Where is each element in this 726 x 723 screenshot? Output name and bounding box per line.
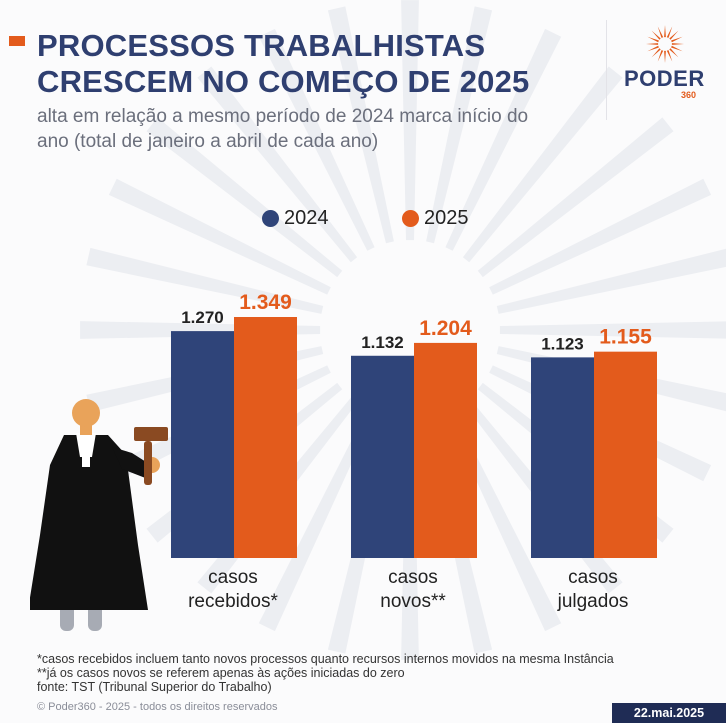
sunburst-ray <box>258 409 375 632</box>
logo-ray <box>671 43 684 45</box>
data-label-2024-0: 1.270 <box>181 308 224 327</box>
logo-ray <box>646 43 659 45</box>
sunburst-ray <box>489 178 712 295</box>
category-label-recebidos: casos recebidos* <box>143 566 323 614</box>
bar-2024-0 <box>171 331 234 558</box>
logo-ray <box>647 36 659 43</box>
logo-divider <box>606 20 607 120</box>
logo-brand: PODER <box>624 66 705 91</box>
sunburst-ray <box>462 66 623 263</box>
bar-2025-2 <box>594 351 657 558</box>
judge-illustration <box>30 399 168 631</box>
sunburst-ray <box>496 248 726 314</box>
logo-ray <box>647 45 659 52</box>
data-label-2025-0: 1.349 <box>239 291 292 314</box>
legend-swatch-2024 <box>262 210 279 227</box>
logo-ray <box>666 50 673 62</box>
footnote-1: *casos recebidos incluem tanto novos pro… <box>37 652 614 666</box>
data-label-2024-2: 1.123 <box>541 334 584 353</box>
sunburst-ray <box>197 66 358 263</box>
subtitle-line-2: ano (total de janeiro a abril de cada an… <box>37 131 379 152</box>
bar-2024-1 <box>351 355 414 558</box>
sunburst-ray <box>327 6 394 244</box>
sunburst-ray <box>499 321 726 339</box>
category-label-julgados: casos julgados <box>503 566 683 614</box>
source-note: fonte: TST (Tribunal Superior do Trabalh… <box>37 680 272 694</box>
sunburst-ray <box>426 6 493 244</box>
legend-label-2024: 2024 <box>284 207 329 229</box>
category-label-line: julgados <box>557 591 629 612</box>
logo-ray <box>671 45 683 52</box>
category-label-line: novos** <box>380 591 446 612</box>
page-title: PROCESSOS TRABALHISTAS CRESCEM NO COMEÇO… <box>37 28 597 100</box>
sunburst-ray <box>445 28 562 251</box>
subtitle-line-1: alta em relação a mesmo período de 2024 … <box>37 106 529 127</box>
legend-item-2024: 2024 <box>262 207 329 230</box>
sunburst-ray <box>146 117 343 278</box>
title-line-2: CRESCEM NO COMEÇO DE 2025 <box>37 64 530 99</box>
logo-ray <box>657 50 664 62</box>
category-label-line: casos <box>208 567 258 588</box>
logo-ray <box>651 30 661 40</box>
category-label-line: casos <box>568 567 618 588</box>
page-subtitle: alta em relação a mesmo período de 2024 … <box>37 104 597 154</box>
title-line-1: PROCESSOS TRABALHISTAS <box>37 28 486 63</box>
legend-label-2025: 2025 <box>424 207 469 229</box>
data-label-2025-2: 1.155 <box>599 326 652 349</box>
bar-2024-2 <box>531 357 594 558</box>
bar-2025-1 <box>414 342 477 558</box>
footnote-2: **já os casos novos se referem apenas às… <box>37 666 405 680</box>
sunburst-ray <box>258 28 375 251</box>
footnotes: *casos recebidos incluem tanto novos pro… <box>37 652 614 694</box>
logo-ray <box>664 50 666 63</box>
category-label-line: casos <box>388 567 438 588</box>
sunburst-ray <box>401 0 419 241</box>
legend-item-2025: 2025 <box>402 207 469 230</box>
logo-ray <box>664 25 666 38</box>
sunburst-ray <box>108 178 331 295</box>
logo-ray <box>669 30 679 40</box>
category-label-novos: casos novos** <box>323 566 503 614</box>
legend-swatch-2025 <box>402 210 419 227</box>
category-label-line: recebidos* <box>188 591 278 612</box>
logo-ray <box>671 36 683 43</box>
sunburst-ray <box>86 247 324 314</box>
title-accent-mark <box>9 36 25 46</box>
data-label-2025-1: 1.204 <box>419 317 472 340</box>
logo-ray <box>669 48 679 58</box>
logo-ray <box>666 26 673 38</box>
logo-ray <box>657 26 664 38</box>
logo-ray <box>651 48 661 58</box>
sun-logo-icon <box>646 25 684 63</box>
date-badge: 22.mai.2025 <box>612 703 726 723</box>
data-label-2024-1: 1.132 <box>361 333 404 352</box>
sunburst-ray <box>477 117 674 278</box>
bar-2025-0 <box>234 317 297 558</box>
copyright: © Poder360 - 2025 - todos os direitos re… <box>37 701 278 713</box>
logo-sub: 360 <box>681 90 697 100</box>
